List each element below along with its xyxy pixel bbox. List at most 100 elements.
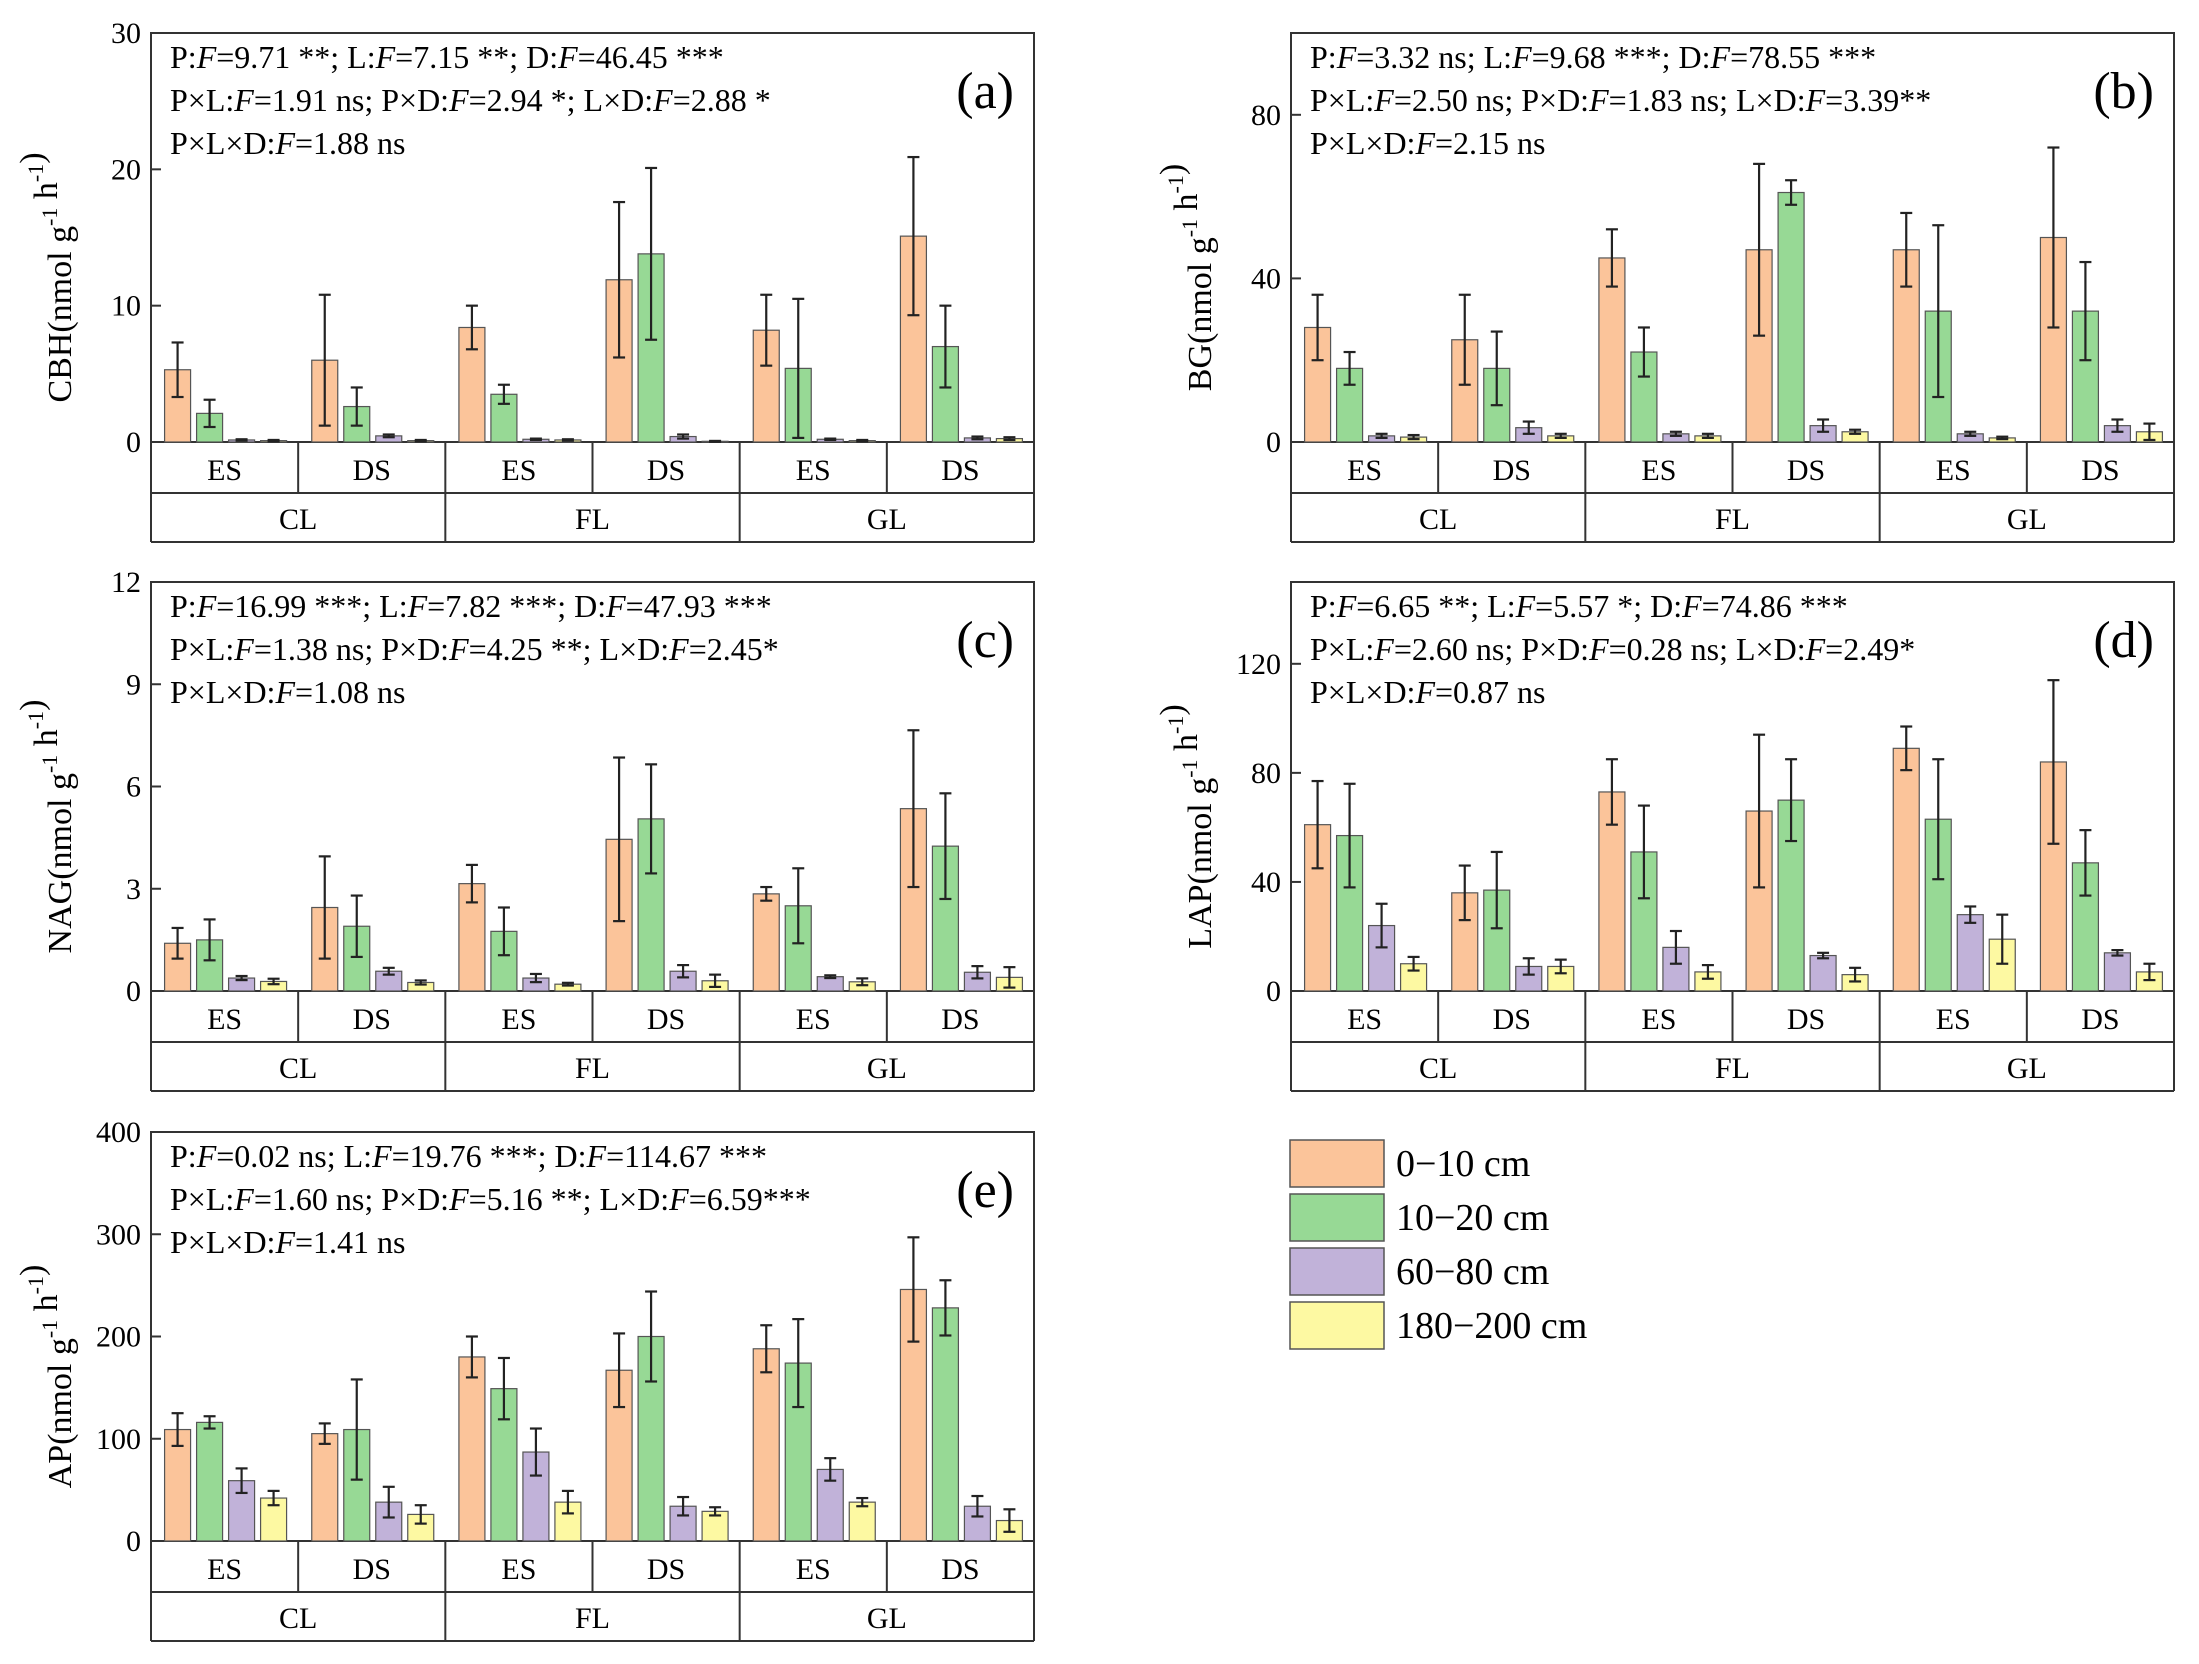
legend-label: 60−80 cm [1396, 1251, 1549, 1293]
legend: 0−10 cm 10−20 cm 60−80 cm 180−200 cm [1289, 1139, 1587, 1350]
group-label: GL [867, 1602, 907, 1635]
error-bar [2079, 260, 2092, 362]
y-tick-label: 30 [111, 17, 141, 50]
y-tick-label: 300 [96, 1218, 141, 1251]
error-bar [203, 398, 216, 429]
legend-swatch [1289, 1193, 1385, 1242]
y-tick-label: 40 [1251, 866, 1281, 899]
subgroup-label: ES [796, 454, 831, 487]
error-bar [561, 438, 574, 442]
legend-label: 0−10 cm [1396, 1143, 1530, 1185]
error-bar [350, 894, 363, 959]
error-bar [2079, 829, 2092, 897]
error-bar [1785, 758, 1798, 843]
error-bar [350, 1378, 363, 1481]
error-bar [318, 855, 331, 960]
error-bar [497, 906, 510, 957]
subgroup-label: ES [796, 1003, 831, 1036]
bar [1956, 914, 1984, 992]
error-bar [382, 1485, 395, 1519]
error-bar [235, 1467, 248, 1495]
error-bar [856, 1496, 869, 1508]
bar [458, 1356, 486, 1542]
error-bar [414, 438, 427, 443]
error-bar [1964, 430, 1977, 437]
error-bar [2047, 146, 2060, 329]
group-label: CL [279, 1602, 317, 1635]
subgroup-label: DS [647, 1003, 685, 1036]
error-bar [235, 974, 248, 982]
legend-item: 0−10 cm [1289, 1139, 1530, 1188]
bar [752, 1348, 780, 1542]
error-bar [907, 155, 920, 317]
error-bar [2143, 422, 2156, 442]
y-tick-label: 20 [111, 153, 141, 186]
error-bar [350, 386, 363, 427]
group-label: GL [2007, 503, 2047, 536]
error-bar [382, 433, 395, 439]
error-bar [939, 1279, 952, 1337]
error-bar [1753, 733, 1766, 889]
panel-label: (c) [956, 612, 1014, 669]
error-bar [267, 438, 280, 443]
error-bar [267, 977, 280, 986]
subgroup-label: ES [796, 1553, 831, 1586]
error-bar [971, 435, 984, 441]
error-bar [529, 1427, 542, 1477]
error-bar [1932, 224, 1945, 399]
subgroup-label: DS [647, 1553, 685, 1586]
chart-panel: 0 10 20 30 CBH(nmol g-1 h-1) ES DS ES DS ES DS CL FL… [14, 17, 1035, 543]
y-axis-title: NAG(nmol g-1 h-1) [14, 700, 79, 954]
stat-line: P:F=0.02 ns; L:F=19.76 ***; D:F=114.67 *… [170, 1138, 767, 1174]
error-bar [792, 867, 805, 945]
error-bar [1849, 966, 1862, 983]
subgroup-label: DS [1493, 1003, 1531, 1036]
error-bar [1522, 420, 1535, 435]
y-tick-label: 400 [96, 1116, 141, 1149]
stat-line: P:F=16.99 ***; L:F=7.82 ***; D:F=47.93 *… [170, 588, 772, 624]
error-bar [2143, 962, 2156, 982]
error-bar [792, 1318, 805, 1409]
error-bar [677, 1495, 690, 1517]
error-bar [971, 1494, 984, 1518]
error-bar [1375, 902, 1388, 949]
error-bar [1605, 228, 1618, 288]
error-bar [1637, 326, 1650, 378]
stat-line: P×L:F=1.60 ns; P×D:F=5.16 **; L×D:F=6.59… [170, 1181, 811, 1217]
subgroup-label: DS [2081, 1003, 2119, 1036]
error-bar [677, 433, 690, 440]
bar [931, 1307, 960, 1542]
group-label: GL [867, 1052, 907, 1085]
error-bar [203, 1415, 216, 1430]
error-bar [318, 1422, 331, 1445]
error-bar [1900, 211, 1913, 288]
stat-line: P×L×D:F=2.15 ns [1310, 125, 1545, 161]
error-bar [645, 763, 658, 875]
chart-panel: 0 40 80 120 LAP(nmol g-1 h-1) ES DS ES DS ES DS CL F… [1154, 581, 2175, 1092]
subgroup-label: DS [353, 454, 391, 487]
bar [1777, 799, 1805, 992]
stat-line: P×L:F=1.91 ns; P×D:F=2.94 *; L×D:F=2.88 … [170, 82, 771, 118]
subgroup-label: DS [647, 454, 685, 487]
error-bar [465, 304, 478, 351]
error-bar [171, 926, 184, 960]
error-bar [171, 1412, 184, 1448]
y-axis-title: LAP(nmol g-1 h-1) [1154, 704, 1219, 948]
y-tick-label: 10 [111, 290, 141, 323]
y-tick-label: 0 [126, 1525, 141, 1558]
y-tick-label: 6 [126, 771, 141, 804]
group-label: CL [1419, 1052, 1457, 1085]
subgroup-label: ES [207, 1003, 242, 1036]
bar [637, 1335, 665, 1542]
y-tick-label: 40 [1251, 262, 1281, 295]
bar [752, 893, 780, 992]
stat-line: P×L×D:F=0.87 ns [1310, 674, 1545, 710]
subgroup-label: ES [207, 1553, 242, 1586]
error-bar [1753, 162, 1766, 337]
error-bar [561, 981, 574, 987]
error-bar [1458, 293, 1471, 386]
error-bar [613, 756, 626, 923]
error-bar [2111, 418, 2124, 433]
bar [554, 1501, 582, 1542]
error-bar [1605, 758, 1618, 826]
